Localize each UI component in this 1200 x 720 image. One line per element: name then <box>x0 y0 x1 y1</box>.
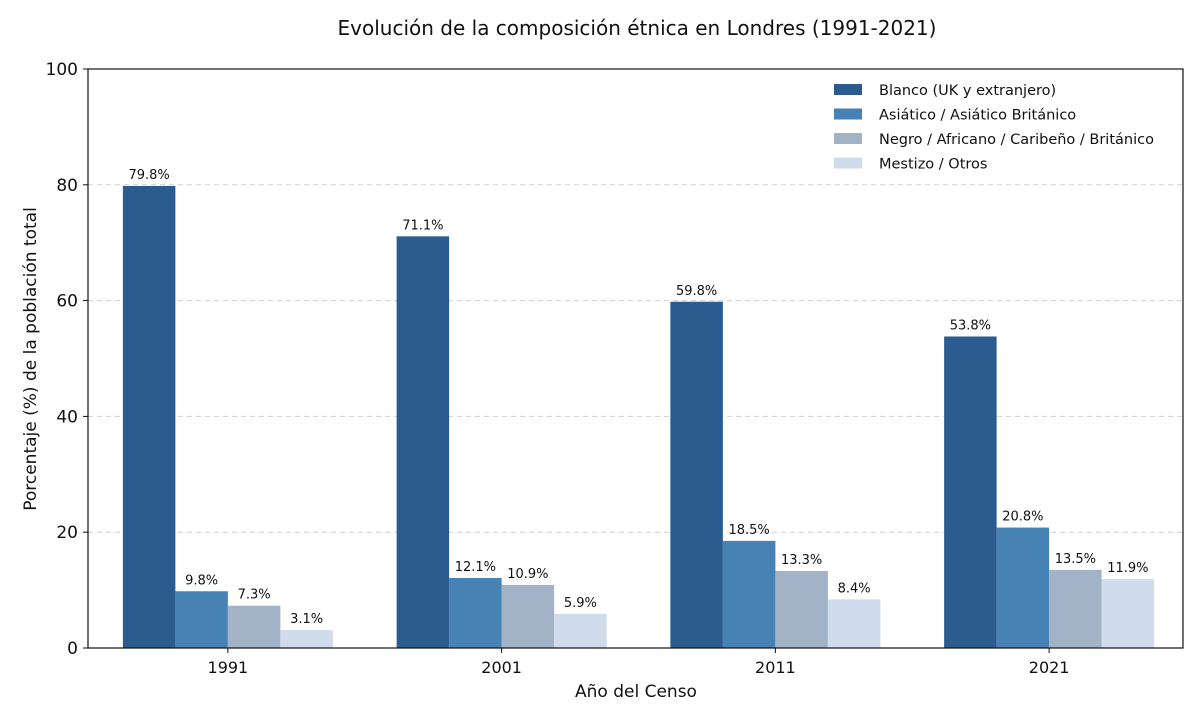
bar <box>775 570 828 648</box>
data-label: 53.8% <box>950 318 991 333</box>
chart-title: Evolución de la composición étnica en Lo… <box>338 16 937 40</box>
y-tick-label: 60 <box>56 292 78 312</box>
y-tick-label: 20 <box>56 523 78 543</box>
data-label: 59.8% <box>676 284 717 299</box>
bar <box>227 605 281 648</box>
y-tick-label: 80 <box>56 176 78 196</box>
bar <box>449 577 502 648</box>
legend-label: Asiático / Asiático Británico <box>879 108 1076 124</box>
legend: Blanco (UK y extranjero) Asiático / Asiát… <box>834 83 1154 173</box>
data-label: 71.1% <box>402 218 443 233</box>
y-tick-label: 0 <box>67 639 78 659</box>
data-label: 12.1% <box>455 560 496 575</box>
bar <box>996 527 1050 648</box>
legend-swatch <box>834 84 862 95</box>
bar <box>670 301 723 648</box>
bar <box>944 336 997 648</box>
data-label: 10.9% <box>507 567 548 582</box>
data-label: 11.9% <box>1107 561 1148 576</box>
x-tick-label: 2021 <box>1029 658 1070 677</box>
legend-swatch <box>834 133 862 144</box>
bar <box>501 584 555 648</box>
bar <box>554 613 607 648</box>
y-tick-label: 100 <box>46 60 78 80</box>
data-label: 5.9% <box>564 596 597 611</box>
bar <box>396 236 450 648</box>
plot-frame <box>87 68 1184 649</box>
bar <box>722 540 776 648</box>
x-tick-label: 1991 <box>208 658 249 677</box>
data-label: 8.4% <box>838 581 871 596</box>
x-tick-label: 2001 <box>481 658 522 677</box>
legend-swatch <box>834 108 862 120</box>
bar <box>827 599 881 648</box>
data-label: 13.3% <box>781 553 822 568</box>
y-axis: 0 20 40 60 80 100 <box>46 60 88 659</box>
bars-group <box>122 185 1155 648</box>
bar <box>175 591 228 648</box>
data-label: 3.1% <box>290 612 323 627</box>
y-tick-label: 40 <box>56 407 78 427</box>
x-tick-label: 2011 <box>755 658 796 677</box>
legend-label: Mestizo / Otros <box>879 157 987 173</box>
bar <box>1101 579 1155 648</box>
bar <box>1049 569 1102 648</box>
bar <box>122 185 176 648</box>
legend-label: Negro / Africano / Caribeño / Británico <box>879 132 1154 148</box>
data-label: 18.5% <box>728 523 769 538</box>
x-axis: 1991 2001 2011 2021 <box>208 648 1070 677</box>
y-axis-title: Porcentaje (%) de la población total <box>21 207 41 511</box>
data-label: 13.5% <box>1055 552 1096 567</box>
legend-swatch <box>834 157 862 169</box>
data-label: 20.8% <box>1002 510 1043 525</box>
data-label: 79.8% <box>128 168 169 183</box>
grid-lines <box>88 184 1183 533</box>
data-labels-group: 79.8% 9.8% 7.3% 3.1% 71.1% 12.1% 10.9% 5.9% 59.8… <box>128 168 1148 627</box>
data-label: 9.8% <box>185 573 218 588</box>
bar <box>280 630 333 648</box>
legend-label: Blanco (UK y extranjero) <box>879 83 1056 99</box>
data-label: 7.3% <box>238 588 271 603</box>
x-axis-title: Año del Censo <box>575 682 697 702</box>
